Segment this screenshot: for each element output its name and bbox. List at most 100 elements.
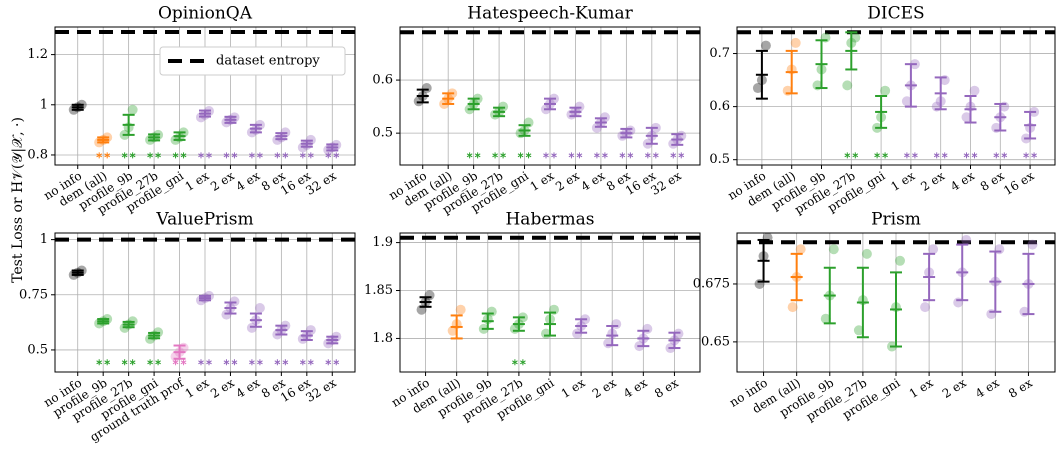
panel-title: ValuePrism bbox=[155, 210, 253, 230]
axes-frame bbox=[736, 26, 1056, 166]
significance-star bbox=[104, 359, 111, 366]
y-tick-label: 1.8 bbox=[372, 331, 393, 346]
y-tick-label: 0.5 bbox=[27, 342, 48, 357]
significance-star bbox=[206, 152, 212, 159]
significance-star bbox=[172, 359, 179, 366]
seed-point bbox=[850, 32, 861, 43]
significance-star bbox=[844, 152, 851, 159]
axes-frame bbox=[399, 26, 701, 166]
significance-star bbox=[904, 152, 910, 159]
significance-star bbox=[1031, 152, 1037, 159]
significance-star bbox=[500, 152, 506, 159]
significance-star bbox=[543, 152, 549, 159]
seed-point bbox=[246, 322, 257, 333]
y-tick-label: 0.65 bbox=[701, 334, 730, 349]
seed-point bbox=[305, 325, 316, 336]
y-tick-label: 0.8 bbox=[27, 147, 48, 162]
seed-point bbox=[901, 96, 912, 107]
significance-star bbox=[993, 152, 1000, 159]
significance-star bbox=[325, 152, 332, 159]
x-tick-label: 1 ex bbox=[907, 376, 936, 401]
y-tick-label: 0.5 bbox=[372, 126, 393, 141]
x-tick-label: 1 ex bbox=[559, 376, 588, 401]
y-tick-label: 0.75 bbox=[19, 287, 48, 302]
x-tick-label: 4 ex bbox=[578, 169, 607, 194]
seed-point bbox=[668, 138, 679, 149]
significance-star bbox=[619, 152, 626, 159]
seed-point bbox=[880, 85, 891, 96]
seed-point bbox=[853, 325, 864, 336]
y-tick-label: 0.6 bbox=[372, 73, 393, 88]
y-tick-label: 0.5 bbox=[709, 152, 730, 167]
y-tick-label: 1 bbox=[40, 97, 48, 112]
y-tick-label: 0.675 bbox=[693, 276, 730, 291]
significance-star bbox=[568, 152, 575, 159]
significance-star bbox=[525, 152, 532, 159]
significance-star bbox=[512, 359, 518, 366]
seed-point bbox=[969, 85, 980, 96]
significance-star bbox=[257, 152, 263, 159]
axes-frame bbox=[399, 232, 701, 373]
seed-point bbox=[447, 325, 458, 336]
seed-point bbox=[760, 40, 771, 51]
significance-star bbox=[602, 152, 608, 159]
significance-star bbox=[912, 152, 918, 159]
seed-point bbox=[591, 122, 602, 133]
seed-point bbox=[254, 303, 265, 314]
significance-star bbox=[155, 152, 161, 159]
significance-star bbox=[627, 152, 634, 159]
significance-star bbox=[299, 152, 306, 159]
significance-star bbox=[644, 152, 651, 159]
significance-star bbox=[129, 152, 136, 159]
y-tick-label: 0.7 bbox=[709, 46, 730, 61]
x-tick-label: 4 ex bbox=[233, 376, 262, 401]
y-tick-label: 1.85 bbox=[364, 283, 393, 298]
panel-title: Habermas bbox=[505, 210, 594, 230]
y-axis-label: Test Loss or H𝒱(𝒴|𝒳, ·) bbox=[10, 117, 26, 283]
significance-star bbox=[223, 152, 230, 159]
seed-point bbox=[498, 101, 509, 112]
x-tick-label: 2 ex bbox=[590, 376, 619, 401]
significance-star bbox=[652, 152, 659, 159]
seed-point bbox=[790, 37, 801, 48]
axes-frame bbox=[54, 26, 356, 166]
seed-point bbox=[413, 96, 424, 107]
significance-star bbox=[1001, 152, 1008, 159]
x-tick-label: 32 ex bbox=[648, 169, 684, 198]
significance-star bbox=[325, 359, 332, 366]
significance-star bbox=[274, 152, 281, 159]
seed-point bbox=[1027, 239, 1038, 250]
y-tick-label: 1.2 bbox=[27, 47, 48, 62]
axes-frame bbox=[736, 232, 1056, 373]
seed-point bbox=[842, 80, 853, 91]
seed-point bbox=[127, 104, 138, 115]
x-tick-label: 1 ex bbox=[888, 169, 917, 194]
significance-star bbox=[282, 359, 289, 366]
significance-star bbox=[155, 359, 161, 366]
significance-star bbox=[257, 359, 263, 366]
seed-point bbox=[861, 248, 872, 259]
x-tick-label: 2 ex bbox=[940, 376, 969, 401]
significance-star bbox=[594, 152, 600, 159]
significance-star bbox=[466, 152, 473, 159]
seed-point bbox=[961, 112, 972, 123]
significance-star bbox=[333, 152, 340, 159]
significance-star bbox=[963, 152, 970, 159]
legend-label: dataset entropy bbox=[216, 54, 320, 69]
x-tick-label: 2 ex bbox=[918, 169, 947, 194]
x-tick-label: 4 ex bbox=[973, 376, 1002, 401]
significance-star bbox=[670, 152, 677, 159]
seed-point bbox=[599, 112, 610, 123]
x-tick-label: 1 ex bbox=[183, 376, 212, 401]
significance-star bbox=[180, 152, 187, 159]
x-tick-label: 4 ex bbox=[233, 169, 262, 194]
significance-star bbox=[147, 359, 153, 366]
x-tick-label: 2 ex bbox=[553, 169, 582, 194]
seed-point bbox=[928, 244, 939, 255]
x-tick-label: 1 ex bbox=[528, 169, 557, 194]
